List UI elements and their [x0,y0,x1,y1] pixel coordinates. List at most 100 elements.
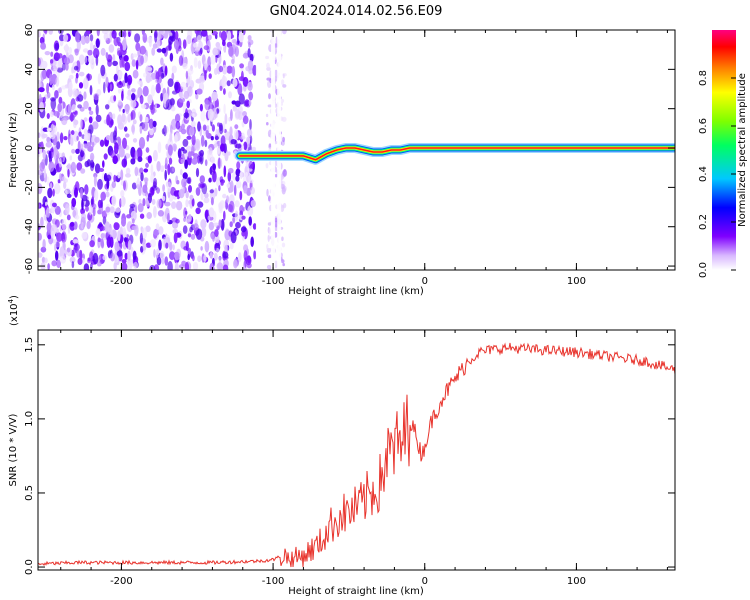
noise-speckle [100,226,106,231]
noise-speckle [98,221,103,228]
noise-speckle [152,43,158,49]
noise-speckle [123,180,126,191]
noise-speckle [207,152,214,162]
noise-speckle [83,133,89,142]
noise-speckle [197,60,202,70]
noise-speckle [107,227,112,235]
noise-speckle [214,187,218,197]
noise-speckle [183,112,190,119]
noise-speckle [87,145,94,152]
noise-speckle [228,200,235,213]
noise-speckle [71,261,75,269]
noise-speckle [243,141,248,151]
noise-speckle [246,128,253,137]
noise-speckle [57,179,61,184]
noise-speckle [54,90,59,99]
noise-speckle [281,116,287,122]
noise-speckle [195,207,201,215]
noise-speckle [185,218,191,223]
snr-panel: -200 -100 0 100 0.0 0.5 1.0 1.5 Height of strai… [7,295,676,597]
noise-speckle [143,168,149,173]
noise-speckle [173,190,180,197]
noise-speckle [89,41,94,52]
noise-speckle [103,81,106,94]
noise-speckle [100,47,106,56]
noise-speckle [75,72,79,79]
noise-speckle [158,30,164,39]
noise-speckle [175,120,181,130]
noise-speckle [55,250,59,261]
noise-speckle [212,163,216,171]
noise-speckle [127,89,132,98]
noise-speckle [174,113,181,123]
noise-speckle [196,88,203,95]
noise-speckle [40,70,45,82]
noise-speckle [147,155,152,164]
noise-speckle [83,117,88,122]
noise-speckle [69,134,74,146]
noise-speckle [83,128,88,135]
noise-speckle [207,108,214,121]
noise-gap [277,30,282,270]
noise-speckle [153,206,157,218]
noise-speckle [274,174,278,178]
noise-speckle [70,112,74,122]
noise-speckle [222,39,226,47]
noise-speckle [116,250,123,257]
noise-speckle [48,161,55,173]
noise-speckle [208,34,212,41]
noise-speckle [109,31,112,43]
noise-speckle [166,45,172,51]
noise-speckle [114,241,120,252]
noise-speckle [266,247,272,254]
noise-speckle [220,218,225,231]
noise-speckle [224,113,228,125]
noise-speckle [157,210,164,217]
noise-speckle [174,251,181,261]
noise-speckle [186,135,192,140]
x-tick-label: 100 [567,576,586,587]
noise-speckle [127,74,133,86]
noise-speckle [115,207,121,213]
noise-speckle [94,163,101,174]
noise-speckle [248,41,251,48]
noise-speckle [187,86,193,97]
noise-speckle [282,73,285,79]
y-tick-label: 0.5 [24,485,35,501]
noise-speckle [42,149,47,160]
noise-speckle [39,146,43,155]
noise-speckle [204,159,208,167]
noise-speckle [172,167,175,172]
noise-speckle [120,169,124,181]
noise-speckle [145,67,153,72]
noise-speckle [232,217,235,222]
noise-speckle [193,153,199,160]
noise-speckle [122,227,127,239]
noise-speckle [77,94,84,102]
noise-speckle [268,93,271,100]
noise-speckle [53,111,60,117]
noise-speckle [147,94,153,105]
noise-speckle [50,97,57,102]
x-axis-label-1: Height of straight line (km) [288,286,424,297]
noise-speckle [68,82,73,90]
noise-speckle [149,127,154,136]
noise-speckle [119,226,123,235]
noise-speckle [111,30,117,39]
noise-speckle [248,216,252,226]
noise-speckle [265,55,270,60]
noise-speckle [125,167,131,175]
noise-speckle [42,239,46,250]
noise-speckle [203,45,210,51]
noise-speckle [266,243,269,250]
noise-speckle [102,255,107,261]
noise-speckle [208,221,215,231]
noise-speckle [80,35,86,45]
noise-speckle [81,213,87,221]
noise-speckle [49,73,53,86]
noise-speckle [247,35,252,41]
noise-speckle [200,219,207,229]
noise-speckle [169,251,176,261]
noise-speckle [190,120,196,128]
